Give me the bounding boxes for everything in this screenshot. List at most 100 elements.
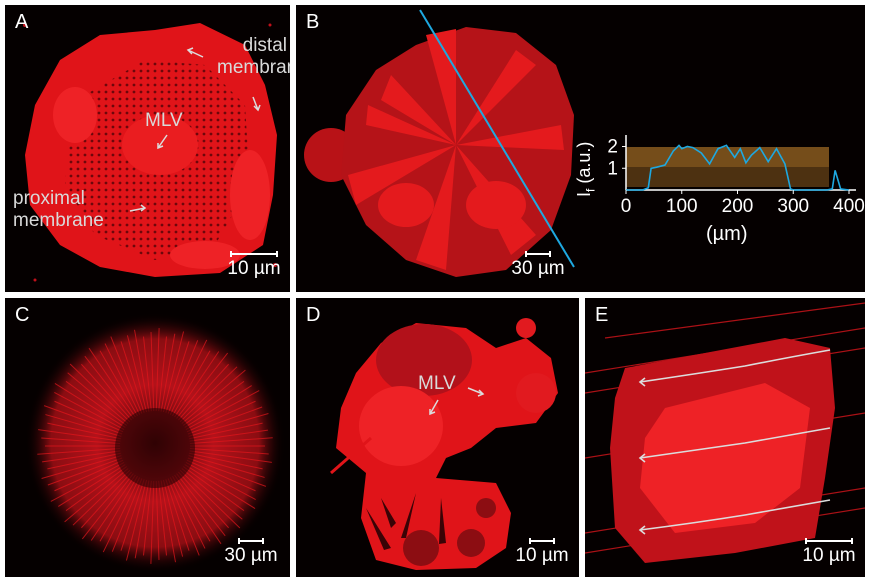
filament-ray xyxy=(179,469,241,529)
filament-ray xyxy=(150,480,155,564)
filament-ray xyxy=(162,479,184,557)
filament-ray xyxy=(184,464,256,509)
filament-ray xyxy=(72,469,131,526)
inset-xtick-label: 300 xyxy=(777,196,809,217)
panel-e-micrograph xyxy=(585,302,865,563)
filament-ray xyxy=(150,332,155,412)
intensity-profile-line xyxy=(626,144,850,191)
filament-ray xyxy=(99,476,138,542)
proximal-membrane-annotation: proximal membrane xyxy=(13,188,104,231)
filament-ray xyxy=(45,414,122,437)
filament-ray xyxy=(183,466,245,512)
filament-ray xyxy=(54,392,125,431)
filament-ray xyxy=(178,363,229,421)
filament-ray xyxy=(134,480,150,559)
filament-ray xyxy=(188,455,265,478)
filament-ray xyxy=(185,461,256,500)
filament-ray xyxy=(169,477,206,549)
panel-b-scalebar-label: 30 µm xyxy=(511,258,565,279)
intensity-profile-inset: 0 100 200 300 400 12 xyxy=(607,135,865,217)
filament-ray xyxy=(50,461,125,502)
filament-ray xyxy=(102,477,141,553)
filament-ray xyxy=(58,464,126,507)
filament-ray xyxy=(189,452,263,470)
filament-ray xyxy=(160,333,176,412)
filament-ray xyxy=(172,350,211,416)
filament-ray xyxy=(54,459,124,492)
filament-ray xyxy=(64,468,129,523)
filament-ray xyxy=(43,405,123,435)
filament-ray xyxy=(174,351,220,418)
panel-a-scalebar: 10 µm xyxy=(223,251,285,280)
filament-ray xyxy=(176,352,229,419)
panel-c-scalebar-label: 30 µm xyxy=(224,545,278,566)
filament-ray xyxy=(165,479,190,551)
panel-c-micrograph xyxy=(25,313,285,573)
inset-xtick-label: 0 xyxy=(621,196,632,217)
filament-ray xyxy=(189,422,263,440)
panel-b-micrograph: 0 100 200 300 400 12 xyxy=(304,9,865,277)
inset-ylabel: If (a.u.) xyxy=(574,142,598,197)
distal-membrane-annotation: distal membrane xyxy=(217,35,290,78)
filament-ray xyxy=(69,363,131,423)
filament-ray xyxy=(65,466,127,512)
filament-ray xyxy=(189,450,272,463)
filament-ray xyxy=(155,480,160,560)
filament-ray xyxy=(37,447,121,455)
filament-ray xyxy=(189,447,269,455)
panel-d-scalebar-label: 10 µm xyxy=(515,545,569,566)
panel-a-micrograph xyxy=(23,23,277,282)
filament-ray xyxy=(189,437,273,445)
inset-ylabel-sub: f xyxy=(583,188,598,192)
filament-ray xyxy=(184,385,252,428)
panel-d-scalebar: 10 µm xyxy=(510,538,574,567)
filament-ray xyxy=(186,400,256,433)
filament-ray xyxy=(81,363,132,421)
filament-ray xyxy=(183,380,245,426)
filament-ray xyxy=(186,459,256,492)
panel-c-scalebar: 30 µm xyxy=(217,538,285,567)
filament-ray xyxy=(165,341,190,413)
panel-e-scalebar-label: 10 µm xyxy=(802,545,856,566)
filament-ray xyxy=(41,437,121,445)
filament-ray xyxy=(54,400,124,433)
panel-a-scalebar-label: 10 µm xyxy=(227,258,281,279)
filament-ray xyxy=(67,372,129,424)
inset-xlabel: (µm) xyxy=(706,223,748,245)
filament-ray xyxy=(155,328,160,412)
filament-ray xyxy=(99,350,138,416)
inset-ytick-label: 2 xyxy=(607,137,618,158)
panel-e-label: E xyxy=(595,304,609,326)
panel-c-label: C xyxy=(15,304,30,326)
inset-ylabel-main: I xyxy=(574,191,594,197)
filament-ray xyxy=(47,452,121,470)
filament-ray xyxy=(162,331,185,413)
filament-ray xyxy=(188,412,269,437)
filament-ray xyxy=(187,406,263,435)
panel-d-label: D xyxy=(306,304,321,326)
panel-d: D MLV 10 µm xyxy=(296,298,579,577)
filament-ray xyxy=(143,480,152,556)
filament-ray xyxy=(120,479,145,551)
filament-ray xyxy=(125,479,148,561)
filament-ray xyxy=(172,476,211,542)
filament-ray xyxy=(181,468,243,520)
filament-ray xyxy=(158,336,167,412)
filament-ray xyxy=(88,347,136,418)
filament-ray xyxy=(126,335,148,413)
filament-ray xyxy=(41,455,122,480)
filament-ray xyxy=(104,343,141,415)
mlv-annotation-a: MLV xyxy=(145,110,183,131)
filament-ray xyxy=(185,390,260,431)
inset-band-high xyxy=(626,147,829,167)
panel-b-scalebar: 30 µm xyxy=(504,251,572,280)
filament-ray xyxy=(111,478,143,552)
filament-ray xyxy=(167,478,200,556)
filament-ray xyxy=(42,450,121,463)
panel-d-micrograph xyxy=(330,318,558,570)
inset-band-low xyxy=(626,167,829,187)
filament-ray xyxy=(181,369,246,424)
filament-ray xyxy=(158,480,167,556)
filament-ray xyxy=(174,474,222,545)
